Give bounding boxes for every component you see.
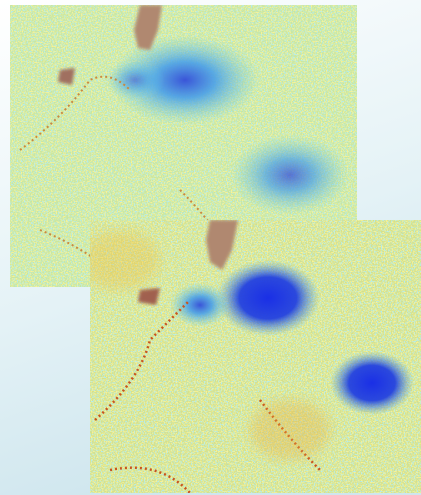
page — [0, 0, 421, 495]
bottom-map — [80, 220, 421, 493]
screenshot — [0, 0, 421, 495]
